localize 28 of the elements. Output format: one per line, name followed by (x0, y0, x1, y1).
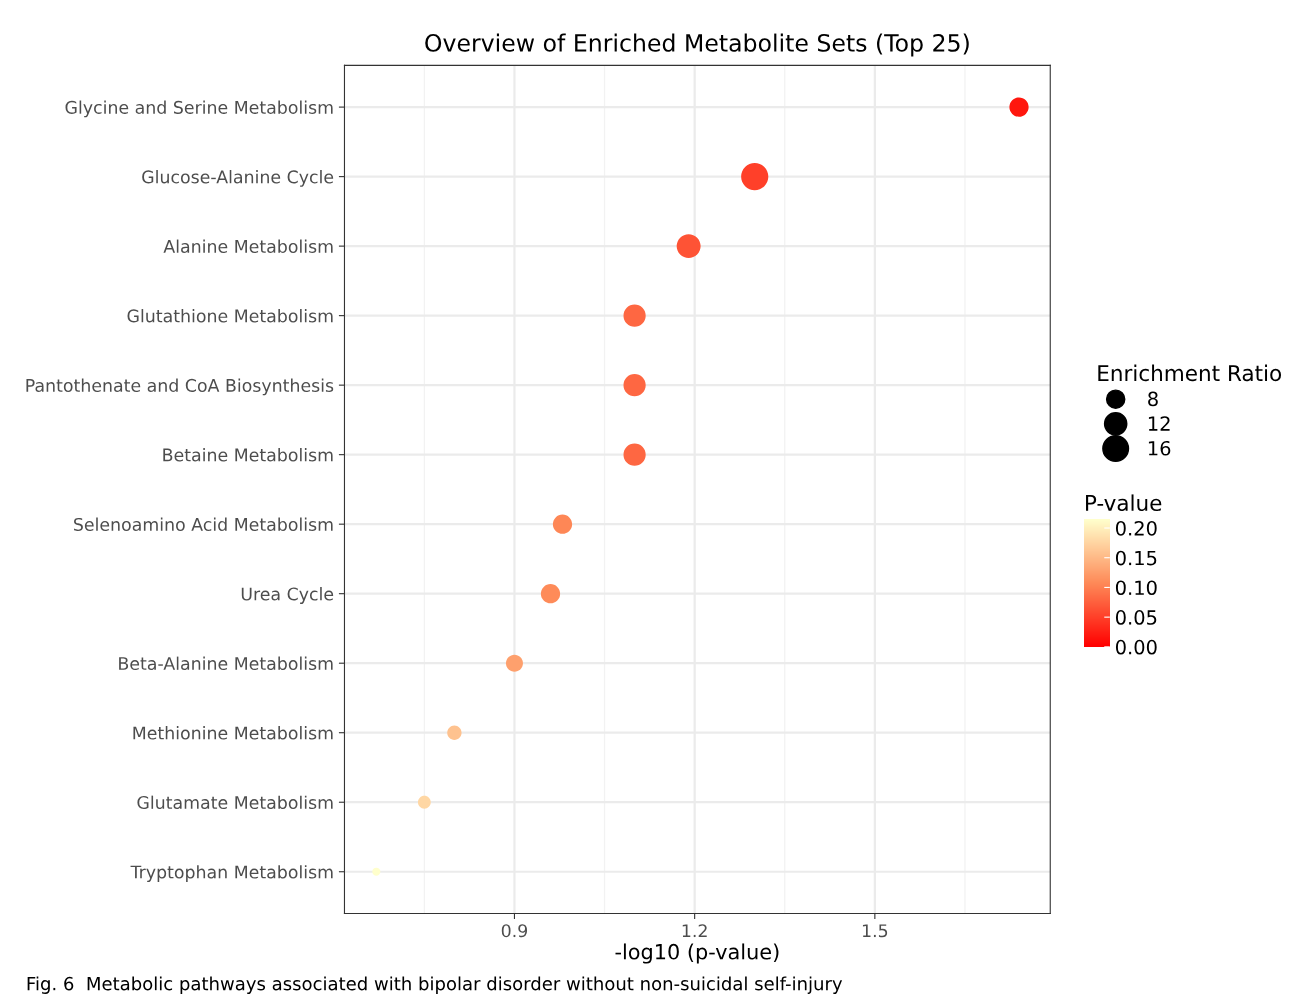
legend-label: 12 (1148, 416, 1170, 431)
y-tick-label: Alanine Metabolism (163, 239, 333, 253)
y-tick-label: Beta-Alanine Metabolism (119, 656, 333, 671)
y-tick-label: Methionine Metabolism (133, 726, 333, 740)
legend-label: 8 (1148, 391, 1158, 407)
x-axis-title: -log10 (p-value) (615, 943, 779, 964)
y-tick-label: Betaine Metabolism (163, 448, 333, 462)
y-tick-label: Tryptophan Metabolism (130, 865, 333, 882)
color-bar-label: 0.15 (1115, 550, 1157, 566)
y-tick-label: Pantothenate and CoA Biosynthesis (26, 378, 334, 396)
x-tick-label: 1.5 (862, 924, 888, 938)
color-bar-label: 0.05 (1115, 610, 1157, 625)
chart-title: Overview of Enriched Metabolite Sets (Top 25) (425, 33, 969, 57)
color-bar-label: 0.10 (1115, 580, 1157, 596)
x-tick-label: 0.9 (501, 924, 528, 938)
y-tick-label: Glutathione Metabolism (127, 309, 333, 323)
legend-label: 16 (1148, 440, 1171, 456)
y-tick-label: Glycine and Serine Metabolism (65, 100, 333, 118)
color-bar-label: 0.00 (1115, 639, 1157, 655)
color-bar-title: P-value (1086, 494, 1162, 512)
y-tick-label: Urea Cycle (241, 587, 334, 604)
caption: Fig. 6 Metabolic pathways associated with bipolar disorder without non-suicidal self-injury (27, 976, 843, 994)
color-bar-label: 0.20 (1115, 520, 1157, 536)
x-tick-label: 1.2 (682, 924, 707, 938)
y-tick-label: Selenoamino Acid Metabolism (74, 517, 333, 532)
y-tick-label: Glucose-Alanine Cycle (142, 170, 334, 187)
y-tick-label: Glutamate Metabolism (137, 795, 333, 810)
legend-title: Enrichment Ratio (1098, 364, 1282, 382)
